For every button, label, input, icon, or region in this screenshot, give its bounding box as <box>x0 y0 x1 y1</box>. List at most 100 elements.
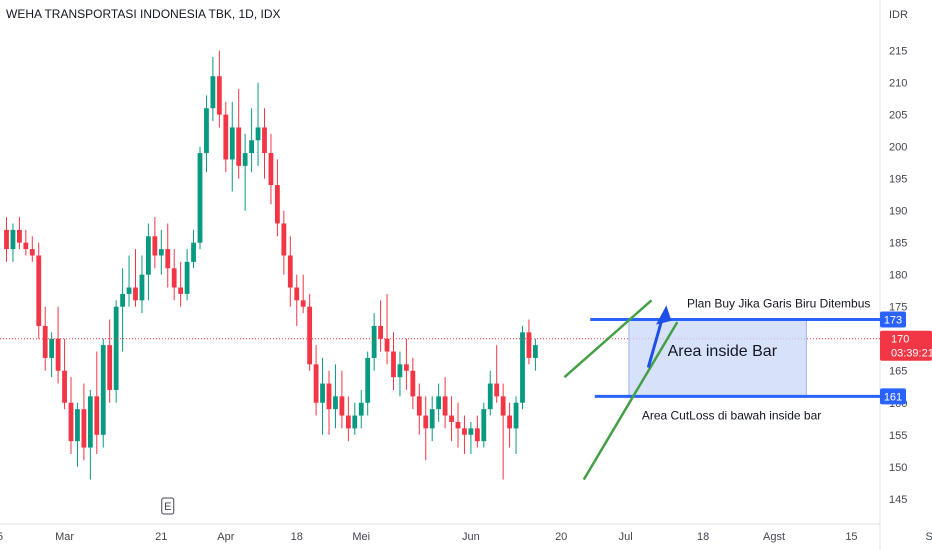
candle-body <box>300 300 306 307</box>
candle-body <box>4 229 9 250</box>
arrow-shaft <box>646 317 664 368</box>
candle-body <box>281 223 287 256</box>
y-tick-label: 165 <box>889 366 907 378</box>
candle-body <box>165 249 171 269</box>
trend-line-upper <box>563 299 653 379</box>
candle-body <box>255 127 261 141</box>
time-axis[interactable]: 5 Mar 21 Apr 18 Mei Jun 20 Jul 18 Agst 15 Sep <box>0 531 932 543</box>
candle-body <box>229 127 235 160</box>
candle-body <box>326 383 332 410</box>
y-tick-label: 150 <box>889 462 907 474</box>
candle-body <box>423 415 429 429</box>
x-tick-label: Apr <box>217 531 234 543</box>
candle-body <box>210 76 216 109</box>
candle-body <box>133 287 138 301</box>
arrow-head <box>656 305 672 325</box>
candle-body <box>500 396 506 416</box>
candle-body <box>36 255 42 326</box>
x-tick-label: Sep <box>926 531 932 543</box>
x-tick-label: 15 <box>845 531 857 543</box>
candle-body <box>494 383 500 397</box>
x-tick-label: Jul <box>619 531 633 543</box>
candles <box>4 50 538 480</box>
y-tick-label: 155 <box>889 430 907 442</box>
drawings: E Plan Buy Jika Garis Biru Ditembus Area i… <box>0 296 880 515</box>
x-tick-label: 21 <box>155 531 167 543</box>
candle-body <box>384 338 390 352</box>
y-tick-label: 215 <box>889 46 907 58</box>
candle-body <box>113 306 119 390</box>
candle-body <box>55 338 61 371</box>
candle-body <box>126 287 132 294</box>
candle-body <box>197 153 203 243</box>
y-tick-label: 175 <box>889 302 907 314</box>
candle-body <box>100 345 106 435</box>
candle-body <box>449 415 454 422</box>
earnings-marker[interactable] <box>161 497 175 515</box>
x-tick-label: 5 <box>0 531 3 543</box>
candle-body <box>49 338 55 358</box>
y-tick-label: 190 <box>889 206 907 218</box>
candle-body <box>313 364 319 403</box>
price-axis[interactable]: IDR1451501551601651701751801851901952002… <box>880 9 932 506</box>
last-price-tag <box>880 330 932 361</box>
trend-line-lower <box>582 321 679 481</box>
candle-body <box>513 402 519 429</box>
x-tick-label: 18 <box>697 531 709 543</box>
candle-body <box>107 345 113 390</box>
candle-body <box>487 383 493 410</box>
candle-body <box>29 249 35 256</box>
x-tick-label: Mei <box>352 531 370 543</box>
candle-body <box>42 325 48 358</box>
level-price-tag <box>880 388 906 405</box>
candle-body <box>236 127 242 166</box>
candle-body <box>171 268 177 288</box>
candle-body <box>468 428 474 435</box>
candle-body <box>120 293 125 307</box>
candle-body <box>139 274 145 301</box>
candle-body <box>268 153 274 186</box>
candle-body <box>462 428 467 435</box>
candle-body <box>416 396 422 416</box>
candle-body <box>23 242 29 250</box>
candle-body <box>358 402 364 416</box>
chart-title: WEHA TRANSPORTASI INDONESIA TBK, 1D, IDX <box>6 7 281 21</box>
candle-body <box>378 325 383 339</box>
candle-body <box>442 396 448 416</box>
candle-body <box>339 396 345 416</box>
y-tick-label: 205 <box>889 110 907 122</box>
candle-body <box>242 153 248 166</box>
candle-body <box>94 396 100 435</box>
candle-body <box>75 409 80 442</box>
annotation-cutloss: Area CutLoss di bawah inside bar <box>642 408 821 422</box>
candle-body <box>223 114 229 160</box>
level-price-tag-label: 173 <box>884 315 902 327</box>
candle-body <box>146 236 151 275</box>
last-price-countdown: 03:39:21 <box>891 348 932 360</box>
candle-body <box>520 332 525 403</box>
candle-body <box>307 306 313 365</box>
candle-body <box>333 396 338 410</box>
candle-body <box>191 242 196 262</box>
candle-body <box>526 332 532 358</box>
candle-body <box>152 236 158 256</box>
x-tick-label: Agst <box>763 531 785 543</box>
level-price-tag-label: 161 <box>884 391 902 403</box>
candle-body <box>481 409 487 442</box>
candle-body <box>17 229 22 243</box>
candle-body <box>287 255 293 288</box>
y-tick-label: 180 <box>889 270 907 282</box>
candle-body <box>294 287 300 301</box>
x-tick-label: 18 <box>291 531 303 543</box>
x-tick-label: Mar <box>55 531 74 543</box>
currency-label: IDR <box>889 9 908 21</box>
candle-body <box>404 364 409 371</box>
candle-body <box>204 108 209 154</box>
candle-body <box>87 396 93 448</box>
x-tick-label: Jun <box>462 531 480 543</box>
candle-body <box>507 415 512 429</box>
candle-body <box>262 127 267 154</box>
x-tick-label: 20 <box>555 531 567 543</box>
candle-body <box>275 185 280 224</box>
